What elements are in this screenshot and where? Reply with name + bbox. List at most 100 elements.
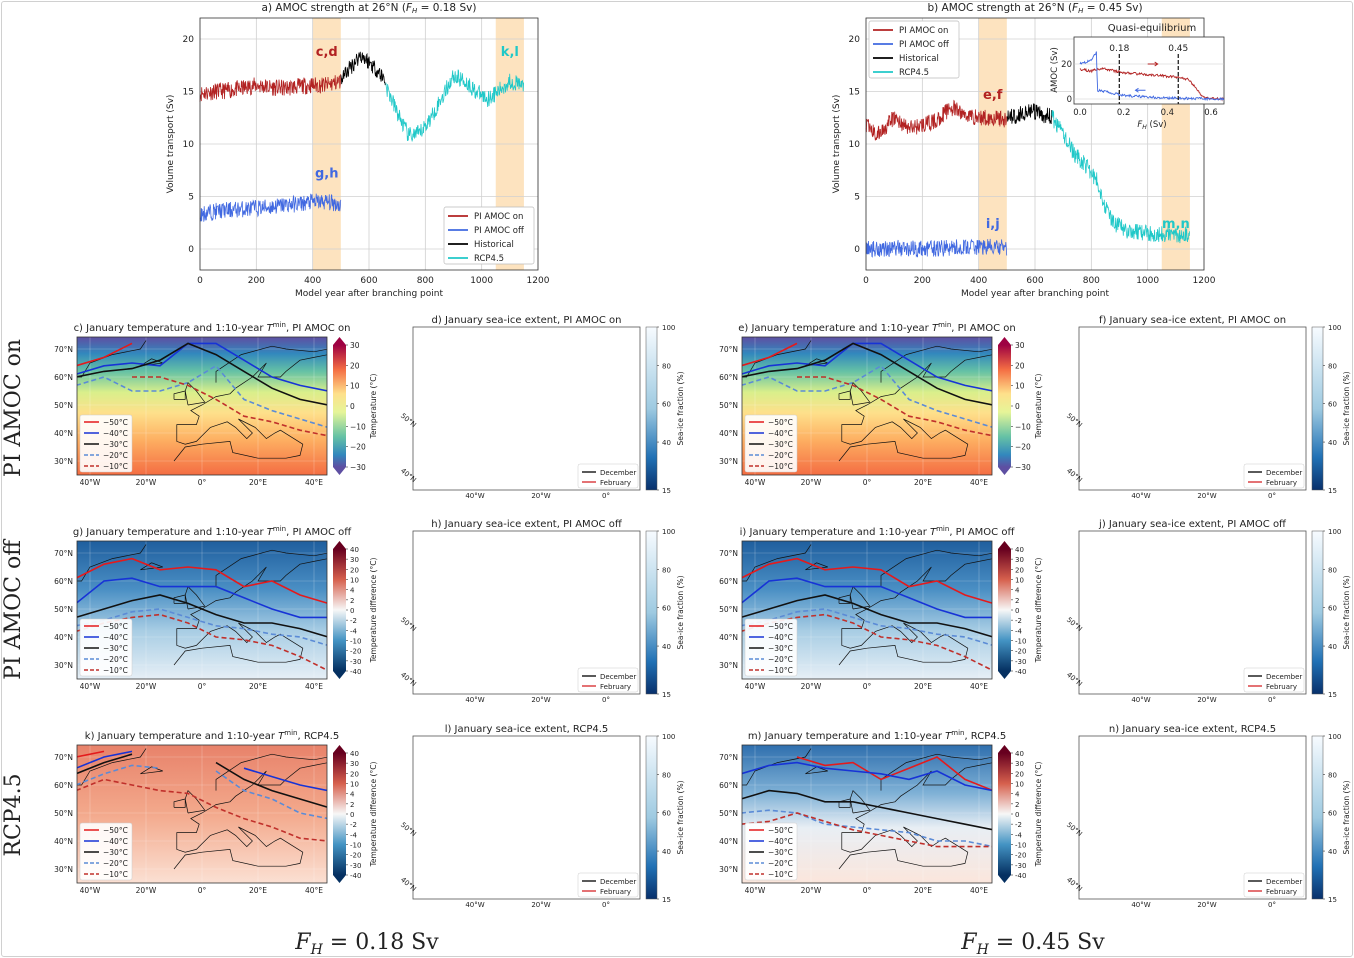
colorbar: 100 80 60 40 15 Sea-ice fraction (%): [645, 528, 685, 699]
colorbar-tick: 10: [1015, 382, 1025, 391]
y-tick-label: 5: [854, 193, 860, 203]
colorbar-tick: 20: [1015, 361, 1025, 370]
legend-entry: −20°C: [103, 451, 128, 460]
legend-entry: −40°C: [768, 633, 793, 642]
map-title: n) January sea-ice extent, RCP4.5: [1109, 724, 1276, 735]
contour-line: [77, 364, 327, 428]
contour-line: [77, 342, 133, 367]
label-part: i) January temperature and 1:10-year: [740, 527, 930, 538]
land: [595, 347, 640, 439]
colorbar: 100 80 60 40 15 Sea-ice fraction (%): [1311, 324, 1351, 495]
x-tick-label: 0: [863, 276, 869, 286]
x-tick-label: 200: [914, 276, 931, 286]
temperature-map-e: −50°C −40°C −30°C −20°C −10°C 70°N 60°N 50°N 40°…: [719, 321, 1043, 487]
legend-entry: February: [600, 683, 631, 691]
legend-entry: February: [1266, 888, 1297, 896]
period-annotation: g,h: [315, 167, 339, 182]
land: [1079, 531, 1109, 631]
y-tick-label: 15: [183, 88, 194, 98]
legend-entry: −30°C: [768, 848, 793, 857]
lon-label: 0°: [602, 901, 610, 909]
colorbar-tick: -10: [1015, 638, 1026, 646]
map-frame: [76, 336, 328, 476]
sea-ice-edge: [1079, 333, 1306, 446]
land: [1244, 847, 1258, 877]
lon-label: 40°W: [80, 478, 101, 487]
map-title: i) January temperature and 1:10-year Tmi…: [740, 525, 1016, 538]
inset-x-tick: 0.0: [1073, 108, 1087, 118]
legend-entry: PI AMOC off: [474, 226, 525, 236]
inset-chart-quasi-equilibrium: Quasi-equilibrium 0.18 0.45 0.0 0.2 0.4 0.6 0 20…: [1050, 23, 1225, 131]
lon-label: 20°E: [249, 682, 267, 691]
colorbar-tick: 20: [350, 770, 359, 778]
colorbar-extend-up-icon: [998, 745, 1011, 753]
colorbar-tick: 80: [662, 566, 671, 574]
colorbar-tick: 40: [1328, 643, 1337, 651]
land: [1244, 438, 1258, 468]
colorbar-tick: -4: [350, 627, 358, 635]
x-tick-label: 800: [417, 276, 434, 286]
coastline: [173, 762, 327, 870]
land: [1203, 609, 1227, 621]
colorbar-extend-up-icon: [333, 337, 346, 345]
february-edge-line: [413, 340, 640, 453]
colorbar-tick: 0: [1015, 811, 1019, 819]
x-tick-label: 0: [197, 276, 203, 286]
contour-line: [132, 376, 327, 437]
land: [1232, 860, 1242, 874]
contour-line: [77, 753, 327, 808]
land: [1101, 327, 1239, 415]
legend-entry: PI AMOC on: [899, 26, 948, 36]
sea-ice-region: [413, 531, 640, 674]
contour-line: [742, 364, 992, 428]
row-label: PI AMOC on: [1, 339, 26, 477]
colorbar-tick: 100: [1328, 324, 1341, 332]
lat-label: 40°N: [719, 837, 738, 846]
colorbar: 100 80 60 40 15 Sea-ice fraction (%): [645, 324, 685, 495]
lon-label: 20°W: [531, 901, 550, 909]
contour-legend: −50°C −40°C −30°C −20°C −10°C: [79, 414, 133, 473]
lat-label: 70°N: [54, 549, 73, 558]
contour-line: [77, 342, 327, 406]
colorbar: 30 20 10 0 −10 −20 −30 Temperature (°C): [333, 337, 378, 475]
colorbar-tick: 60: [1328, 605, 1337, 613]
x-tick-label: 1000: [470, 276, 493, 286]
label-part: min: [951, 729, 964, 737]
lon-label: 0°: [863, 478, 872, 487]
y-tick-label: 10: [183, 140, 195, 150]
legend-entry: −50°C: [103, 622, 128, 631]
lat-label: 40°N: [399, 671, 418, 688]
map-frame: [741, 744, 993, 884]
colorbar-tick: 15: [662, 896, 671, 904]
contour-line: [742, 608, 992, 646]
land: [1261, 756, 1306, 848]
lon-label: 0°: [602, 492, 610, 500]
colorbar-tick: 80: [1328, 362, 1337, 370]
colorbar-tick: −20: [350, 443, 366, 452]
december-edge-line: [413, 621, 640, 671]
map-title: f) January sea-ice extent, PI AMOC on: [1099, 315, 1286, 326]
temperature-map-m: −50°C−40°C−30°C−20°C−10°C70°N60°N50°N40°…: [719, 729, 1043, 895]
edge-legend: December February: [577, 667, 639, 693]
colorbar-tick: 10: [1015, 577, 1024, 585]
lat-label: 30°N: [54, 865, 73, 874]
land: [1261, 551, 1306, 643]
legend-entry: −10°C: [103, 666, 128, 675]
sea-ice-region: [1079, 736, 1306, 886]
colorbar-tick: 100: [1328, 733, 1341, 741]
colorbar: 30 20 10 0 −10 −20 −30 Temperature (°C): [998, 337, 1043, 475]
lon-label: 40°E: [305, 478, 323, 487]
series-line-pi-amoc-on: [199, 74, 342, 103]
lat-label: 50°N: [719, 809, 738, 818]
lon-label: 20°E: [914, 886, 932, 895]
map-title: j) January sea-ice extent, PI AMOC off: [1098, 519, 1287, 530]
seaice-map-l: December February l) January sea-ice exten…: [399, 724, 685, 909]
colorbar-tick: 15: [1328, 896, 1337, 904]
colorbar-tick: -40: [350, 668, 361, 676]
lon-label: 40°W: [745, 478, 766, 487]
label-part: H: [412, 7, 418, 15]
contour-line: [742, 809, 992, 848]
colorbar-tick: 20: [1015, 566, 1024, 574]
